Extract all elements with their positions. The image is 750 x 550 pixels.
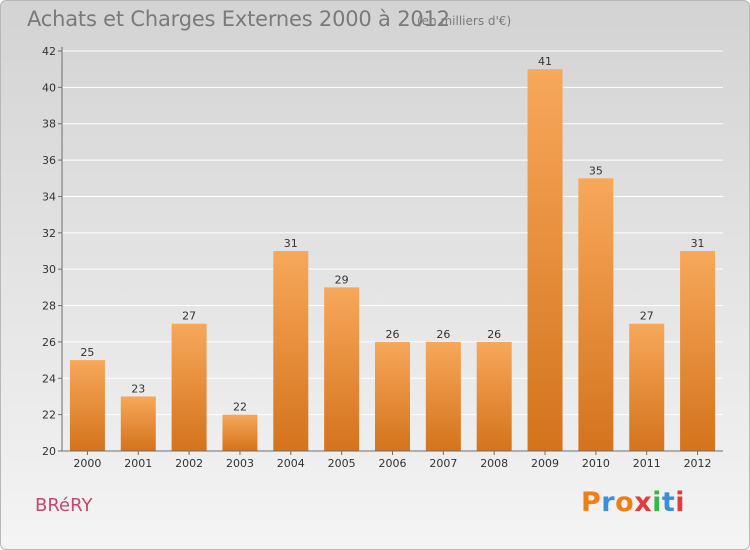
- bar-value-label: 22: [233, 401, 247, 414]
- x-tick-label: 2007: [429, 457, 457, 470]
- labels: 20 22 24 26 28 30 32 34 36 38 40 42 25 2000 23 2001 27 20…: [42, 45, 712, 470]
- bar-value-label: 26: [386, 328, 400, 341]
- x-tick-label: 2005: [328, 457, 356, 470]
- y-tick-label: 42: [42, 45, 56, 58]
- chart-title: Achats et Charges Externes 2000 à 2012: [27, 7, 450, 31]
- brand-letter: i: [652, 487, 662, 518]
- bar-2009: [527, 69, 563, 451]
- bar-2002: [171, 323, 207, 451]
- y-tick-label: 22: [42, 409, 56, 422]
- bar-2001: [120, 396, 156, 451]
- x-tick-label: 2003: [226, 457, 254, 470]
- x-tick-label: 2002: [175, 457, 203, 470]
- y-tick-label: 24: [42, 372, 56, 385]
- y-tick-label: 32: [42, 227, 56, 240]
- y-tick-label: 36: [42, 154, 56, 167]
- bar-2011: [629, 323, 665, 451]
- x-tick-label: 2004: [277, 457, 305, 470]
- brand-letter: i: [675, 487, 686, 518]
- x-tick-label: 2008: [480, 457, 508, 470]
- x-tick-label: 2010: [582, 457, 610, 470]
- proxiti-logo[interactable]: Proxiti: [581, 487, 685, 518]
- bar-value-label: 26: [487, 328, 501, 341]
- x-tick-label: 2001: [124, 457, 152, 470]
- bar-2006: [375, 341, 410, 451]
- bar-2010: [578, 178, 614, 452]
- bar-value-label: 27: [182, 310, 196, 323]
- x-tick-label: 2006: [379, 457, 407, 470]
- bar-2004: [273, 251, 309, 451]
- x-tick-label: 2000: [73, 457, 101, 470]
- brand-letter: o: [615, 487, 635, 518]
- bar-2007: [425, 341, 461, 451]
- y-tick-label: 40: [42, 81, 56, 94]
- bar-value-label: 25: [80, 346, 94, 359]
- y-tick-label: 28: [42, 300, 56, 313]
- bar-value-label: 35: [589, 164, 603, 177]
- bar-2000: [69, 360, 105, 451]
- bar-2005: [324, 287, 360, 451]
- bar-value-label: 31: [284, 237, 298, 250]
- y-tick-label: 30: [42, 263, 56, 276]
- brand-letter: t: [661, 487, 676, 518]
- brand-letter: r: [601, 487, 616, 518]
- bar-value-label: 23: [131, 382, 145, 395]
- y-tick-label: 20: [42, 445, 56, 458]
- bar-2008: [476, 341, 512, 451]
- brand-letter: x: [634, 487, 653, 518]
- bar-value-label: 26: [436, 328, 450, 341]
- x-tick-label: 2011: [633, 457, 661, 470]
- bar-value-label: 29: [335, 273, 349, 286]
- y-tick-label: 34: [42, 190, 56, 203]
- bars: [69, 69, 716, 452]
- x-tick-label: 2009: [531, 457, 559, 470]
- x-tick-label: 2012: [684, 457, 712, 470]
- axes: [58, 47, 723, 455]
- y-tick-label: 38: [42, 118, 56, 131]
- bar-value-label: 27: [640, 310, 654, 323]
- bar-2012: [680, 251, 716, 451]
- y-tick-label: 26: [42, 336, 56, 349]
- brand-letter: P: [581, 487, 602, 518]
- chart-subtitle: (en milliers d'€): [417, 14, 512, 28]
- bar-value-label: 31: [691, 237, 705, 250]
- bar-value-label: 41: [538, 55, 552, 68]
- bar-2003: [222, 414, 258, 451]
- commune-name: BRéRY: [35, 495, 93, 516]
